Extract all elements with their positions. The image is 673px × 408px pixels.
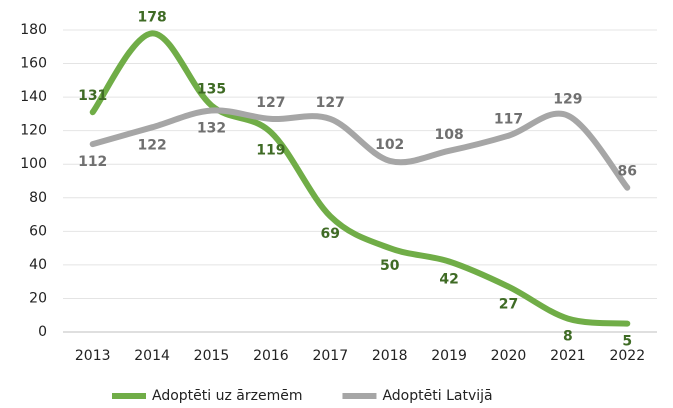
data-label: 112 <box>78 154 107 170</box>
legend-label: Adoptēti uz ārzemēm <box>152 388 302 404</box>
y-tick-label: 100 <box>20 156 47 172</box>
x-tick-label: 2017 <box>312 348 348 364</box>
y-tick-label: 20 <box>29 290 47 306</box>
data-label: 102 <box>375 137 404 153</box>
x-tick-label: 2014 <box>134 348 170 364</box>
legend-label: Adoptēti Latvijā <box>382 388 492 404</box>
y-tick-label: 40 <box>29 257 47 273</box>
y-tick-label: 180 <box>20 22 47 38</box>
data-label: 135 <box>197 82 226 98</box>
data-label: 50 <box>380 258 400 274</box>
data-label: 131 <box>78 88 107 104</box>
data-label: 8 <box>563 329 573 345</box>
x-tick-label: 2016 <box>253 348 289 364</box>
data-label: 27 <box>499 297 518 313</box>
y-tick-label: 120 <box>20 123 47 139</box>
data-label: 5 <box>622 334 632 350</box>
data-label: 127 <box>316 95 345 111</box>
data-label: 86 <box>618 164 637 180</box>
x-tick-label: 2018 <box>372 348 408 364</box>
data-label: 129 <box>553 92 582 108</box>
x-tick-label: 2013 <box>75 348 111 364</box>
data-label: 132 <box>197 121 226 137</box>
series-line <box>89 107 631 191</box>
x-tick-label: 2019 <box>431 348 467 364</box>
x-tick-label: 2021 <box>550 348 586 364</box>
y-tick-label: 140 <box>20 89 47 105</box>
data-label: 119 <box>256 142 285 158</box>
data-label: 42 <box>439 272 458 288</box>
data-label: 117 <box>494 112 523 128</box>
y-tick-label: 80 <box>29 190 47 206</box>
x-tick-label: 2015 <box>194 348 230 364</box>
data-label: 69 <box>321 226 340 242</box>
y-tick-label: 60 <box>29 223 47 239</box>
data-label: 108 <box>434 127 463 143</box>
y-tick-label: 160 <box>20 56 47 72</box>
y-tick-label: 0 <box>38 324 47 340</box>
x-tick-label: 2020 <box>491 348 527 364</box>
x-tick-label: 2022 <box>609 348 645 364</box>
data-label: 127 <box>256 95 285 111</box>
series-line <box>89 30 631 327</box>
data-label: 178 <box>137 9 166 25</box>
data-label: 122 <box>137 137 166 153</box>
